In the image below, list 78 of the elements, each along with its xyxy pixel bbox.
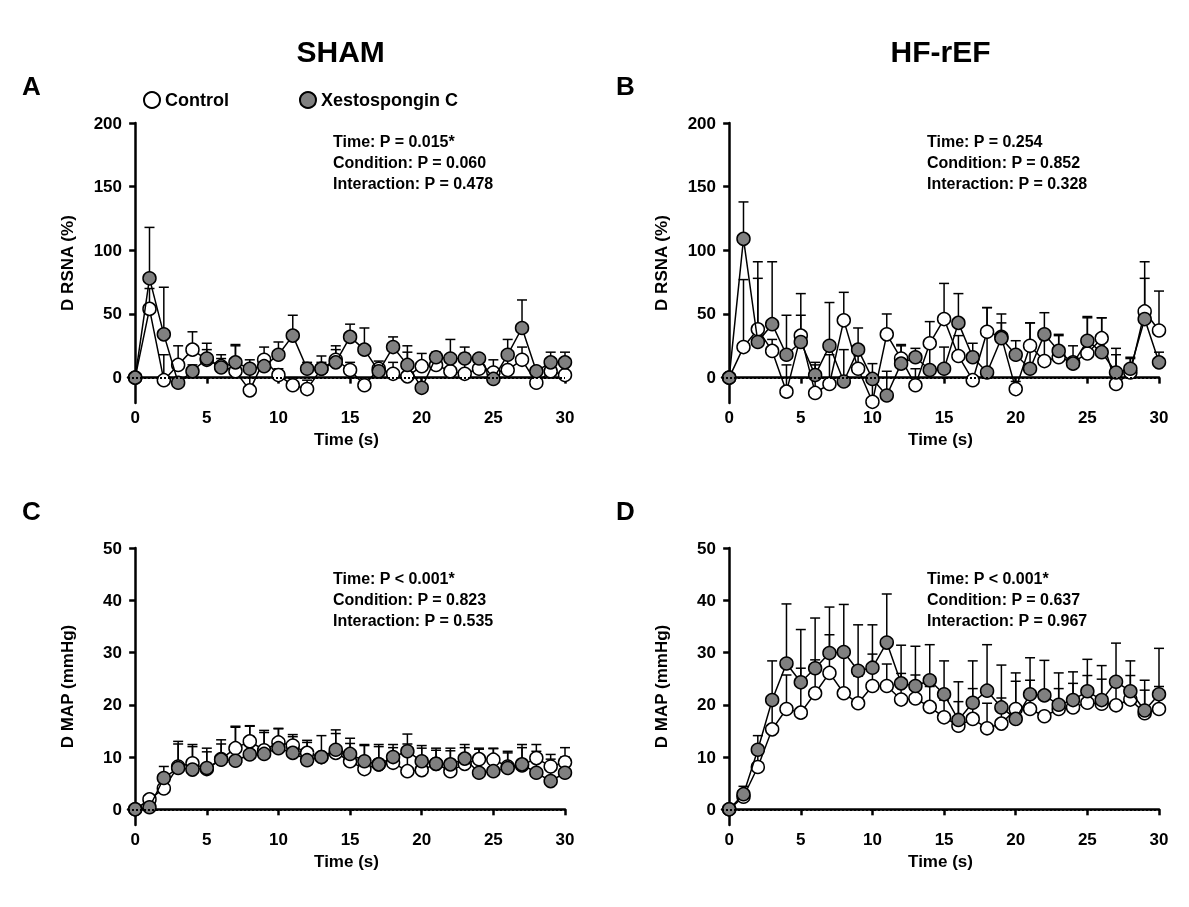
x-tick-label: 5 — [796, 408, 806, 428]
annotation: Interaction: P = 0.535 — [333, 611, 494, 629]
x-tick-label: 10 — [862, 408, 882, 428]
y-tick-label: 0 — [112, 368, 122, 388]
legend-label: Control — [165, 90, 229, 110]
x-tick-label: 10 — [862, 830, 882, 849]
x-tick-label: 15 — [340, 408, 360, 428]
chart-title: B — [616, 71, 635, 101]
x-tick-label: 25 — [483, 408, 503, 428]
annotation: Time: P = 0.254 — [927, 132, 1043, 150]
y-axis-title: D MAP (mmHg) — [58, 624, 77, 749]
chart-title: A — [22, 71, 41, 101]
x-axis-title: Time (s) — [314, 851, 379, 871]
x-tick-label: 30 — [555, 408, 575, 428]
x-tick-label: 0 — [724, 408, 734, 428]
x-tick-label: 15 — [340, 830, 360, 849]
annotation: Condition: P = 0.852 — [927, 153, 1081, 171]
x-tick-label: 25 — [1077, 830, 1097, 849]
annotation: Time: P < 0.001* — [927, 569, 1050, 587]
legend-label: Xestospongin C — [320, 90, 458, 110]
x-tick-label: 30 — [1149, 408, 1169, 428]
x-tick-label: 20 — [412, 408, 432, 428]
x-tick-label: 15 — [934, 830, 954, 849]
x-tick-label: 10 — [268, 408, 288, 428]
chart-title: C — [22, 496, 41, 526]
y-tick-label: 30 — [103, 643, 122, 663]
x-tick-label: 5 — [202, 830, 212, 849]
y-tick-label: 0 — [112, 799, 122, 819]
x-tick-label: 20 — [1006, 408, 1026, 428]
y-tick-label: 100 — [687, 240, 716, 260]
y-tick-label: 0 — [706, 799, 716, 819]
x-tick-label: 20 — [1006, 830, 1026, 849]
annotation: Condition: P = 0.823 — [333, 590, 487, 608]
x-tick-label: 25 — [483, 830, 503, 849]
y-tick-label: 40 — [697, 590, 716, 610]
y-tick-label: 200 — [93, 113, 122, 133]
x-tick-label: 25 — [1077, 408, 1097, 428]
annotation: Interaction: P = 0.967 — [927, 611, 1088, 629]
annotation: Time: P < 0.001* — [333, 569, 456, 587]
y-tick-label: 100 — [93, 240, 122, 260]
x-tick-label: 0 — [130, 830, 140, 849]
y-tick-label: 200 — [687, 113, 716, 133]
y-axis-title: D RSNA (%) — [652, 215, 671, 311]
y-tick-label: 10 — [103, 747, 122, 767]
y-tick-label: 50 — [103, 304, 122, 324]
x-tick-label: 5 — [202, 408, 212, 428]
annotation: Time: P = 0.015* — [333, 132, 456, 150]
y-tick-label: 150 — [687, 177, 716, 197]
y-axis-title: D RSNA (%) — [58, 215, 77, 311]
chart-title: D — [616, 496, 635, 526]
annotation: Interaction: P = 0.328 — [927, 174, 1088, 192]
y-axis-title: D MAP (mmHg) — [652, 624, 671, 749]
y-tick-label: 0 — [706, 368, 716, 388]
y-tick-label: 150 — [93, 177, 122, 197]
x-tick-label: 15 — [934, 408, 954, 428]
y-tick-label: 40 — [103, 590, 122, 610]
x-tick-label: 0 — [130, 408, 140, 428]
x-axis-title: Time (s) — [908, 430, 973, 449]
chart-subtitle: HF-rEF — [890, 34, 991, 68]
annotation: Interaction: P = 0.478 — [333, 174, 494, 192]
x-axis-title: Time (s) — [908, 851, 973, 871]
x-tick-label: 5 — [796, 830, 806, 849]
y-tick-label: 50 — [697, 304, 716, 324]
annotation: Condition: P = 0.637 — [927, 590, 1081, 608]
x-tick-label: 0 — [724, 830, 734, 849]
x-tick-label: 30 — [1149, 830, 1169, 849]
y-tick-label: 20 — [103, 695, 122, 715]
x-axis-title: Time (s) — [314, 430, 379, 449]
x-tick-label: 20 — [412, 830, 432, 849]
y-tick-label: 50 — [103, 538, 122, 558]
y-tick-label: 10 — [697, 747, 716, 767]
y-tick-label: 50 — [697, 538, 716, 558]
chart-subtitle: SHAM — [296, 34, 385, 68]
x-tick-label: 10 — [268, 830, 288, 849]
annotation: Condition: P = 0.060 — [333, 153, 487, 171]
x-tick-label: 30 — [555, 830, 575, 849]
y-tick-label: 20 — [697, 695, 716, 715]
y-tick-label: 30 — [697, 643, 716, 663]
